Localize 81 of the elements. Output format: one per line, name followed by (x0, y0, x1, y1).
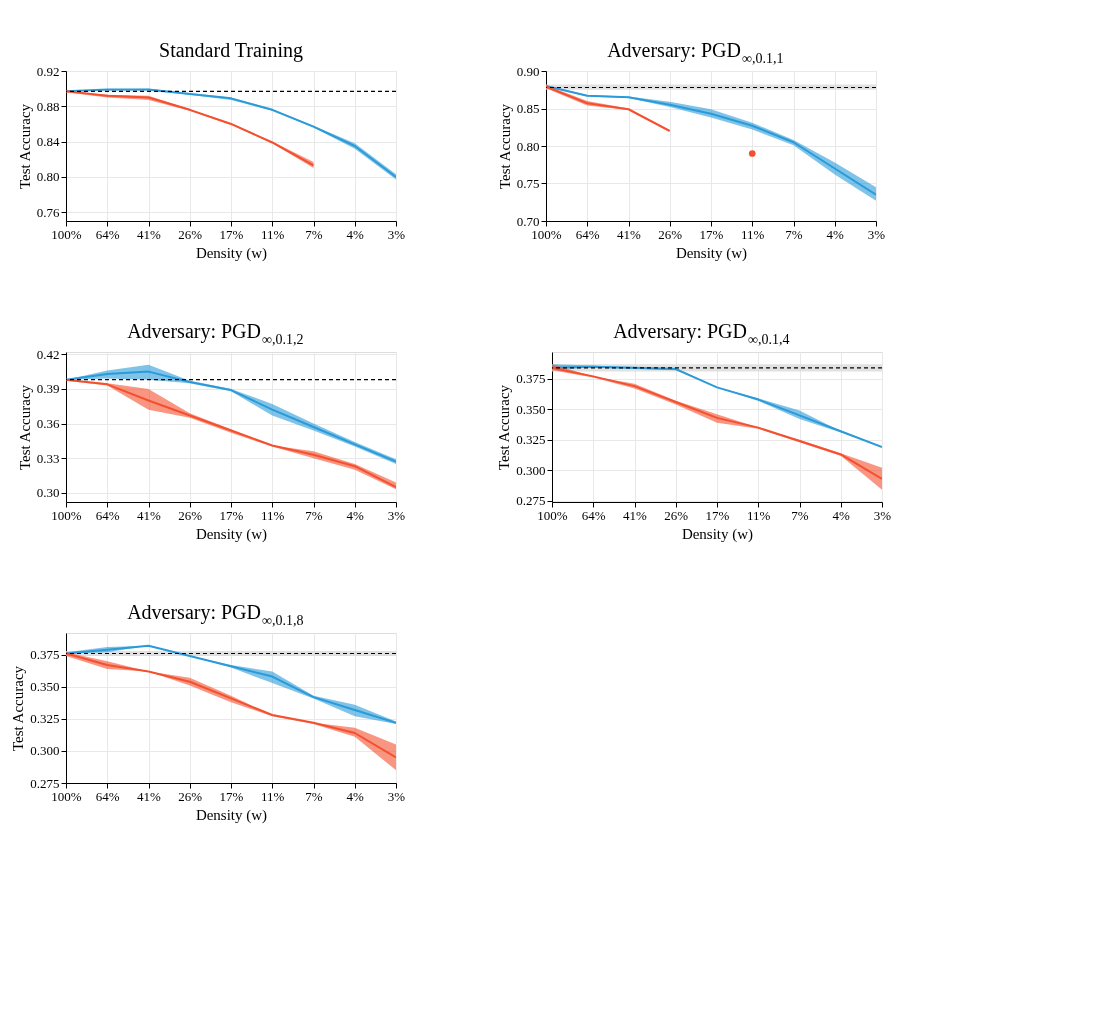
y-tick-label: 0.36 (36, 416, 60, 432)
x-tick-label: 17% (705, 507, 730, 523)
x-tick-label: 3% (867, 226, 886, 242)
x-axis-title: Density (w) (195, 525, 268, 543)
x-tick-label: 3% (387, 788, 406, 804)
x-tick-label: 7% (305, 507, 323, 523)
x-tick-label: 41% (137, 788, 162, 804)
x-tick-label: 41% (137, 507, 162, 523)
x-axis-title: Density (w) (195, 244, 268, 262)
y-tick-label: 0.275 (30, 775, 60, 791)
x-tick-label: 7% (791, 507, 809, 523)
x-axis-title: Density (w) (681, 525, 754, 543)
y-axis-title: Test Accuracy (10, 665, 27, 752)
y-tick-label: 0.75 (516, 176, 540, 191)
y-tick-label: 0.80 (516, 138, 540, 154)
x-tick-label: 4% (826, 226, 845, 242)
y-tick-label: 0.90 (516, 63, 540, 79)
y-axis-title: Test Accuracy (16, 384, 33, 471)
x-tick-label: 100% (537, 507, 568, 523)
x-tick-label: 17% (699, 226, 724, 242)
y-tick-label: 0.42 (36, 346, 60, 362)
y-tick-label: 0.80 (36, 169, 60, 185)
y-tick-label: 0.300 (516, 462, 546, 478)
x-tick-label: 11% (261, 507, 285, 523)
x-tick-label: 11% (261, 226, 285, 242)
x-tick-label: 3% (387, 507, 406, 523)
x-tick-label: 17% (219, 226, 244, 242)
x-tick-label: 41% (137, 226, 162, 242)
y-tick-label: 0.275 (516, 493, 546, 509)
x-tick-label: 41% (623, 507, 648, 523)
x-tick-label: 26% (178, 226, 203, 242)
y-tick-label: 0.33 (36, 450, 60, 466)
y-tick-label: 0.375 (30, 647, 60, 663)
chart-title: Standard Training (159, 39, 303, 62)
y-tick-label: 0.375 (516, 371, 546, 387)
y-tick-label: 0.350 (30, 679, 60, 695)
x-tick-label: 11% (741, 226, 765, 242)
y-tick-label: 0.70 (516, 213, 540, 229)
x-tick-label: 4% (832, 507, 851, 523)
x-axis-title: Density (w) (195, 806, 268, 824)
x-tick-label: 11% (747, 507, 771, 523)
x-tick-label: 7% (305, 226, 323, 242)
y-tick-label: 0.92 (36, 63, 60, 79)
x-tick-label: 26% (178, 788, 203, 804)
x-tick-label: 17% (219, 788, 244, 804)
x-tick-label: 17% (219, 507, 244, 523)
x-tick-label: 26% (664, 507, 689, 523)
y-tick-label: 0.350 (516, 401, 546, 417)
x-tick-label: 64% (95, 226, 120, 242)
x-tick-label: 100% (51, 788, 82, 804)
x-tick-label: 100% (51, 507, 82, 523)
y-tick-label: 0.325 (30, 711, 60, 727)
y-tick-label: 0.300 (30, 743, 60, 759)
y-tick-label: 0.325 (516, 432, 546, 448)
x-tick-label: 100% (531, 226, 562, 242)
x-tick-label: 26% (658, 226, 683, 242)
y-axis-title: Test Accuracy (496, 103, 513, 190)
y-tick-label: 0.88 (36, 98, 60, 114)
x-tick-label: 4% (346, 788, 365, 804)
x-tick-label: 3% (387, 226, 406, 242)
y-tick-label: 0.39 (36, 381, 60, 397)
x-tick-label: 64% (95, 507, 120, 523)
x-tick-label: 100% (51, 226, 82, 242)
y-axis-title: Test Accuracy (16, 103, 33, 190)
y-axis-title: Test Accuracy (496, 384, 513, 471)
y-tick-label: 0.76 (36, 204, 60, 220)
x-tick-label: 4% (346, 226, 365, 242)
x-tick-label: 64% (581, 507, 606, 523)
y-tick-label: 0.30 (36, 485, 60, 501)
x-tick-label: 4% (346, 507, 365, 523)
x-tick-label: 11% (261, 788, 285, 804)
y-tick-label: 0.84 (36, 134, 60, 150)
x-tick-label: 64% (575, 226, 600, 242)
x-tick-label: 7% (785, 226, 803, 242)
x-tick-label: 7% (305, 788, 323, 804)
x-tick-label: 26% (178, 507, 203, 523)
y-tick-label: 0.85 (516, 101, 540, 116)
x-axis-title: Density (w) (675, 244, 748, 262)
x-tick-label: 64% (95, 788, 120, 804)
x-tick-label: 41% (617, 226, 642, 242)
x-tick-label: 3% (873, 507, 892, 523)
